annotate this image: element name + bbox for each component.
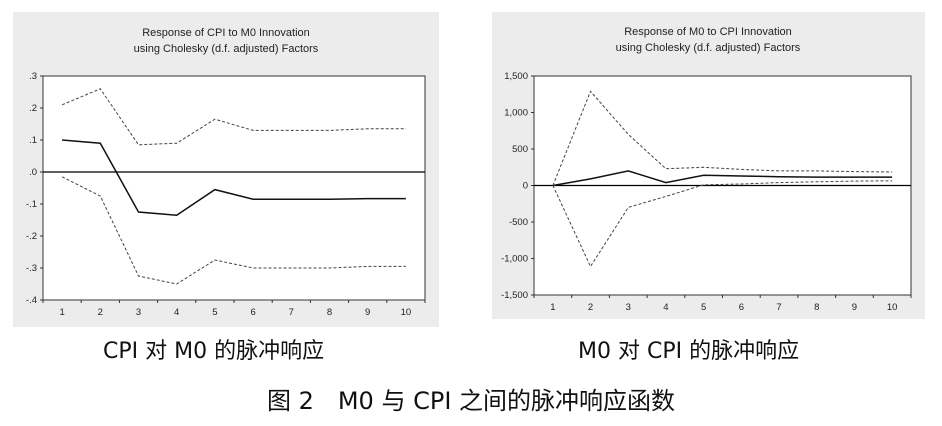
x-tick-label: 2 <box>98 307 103 318</box>
y-tick-label: -1,000 <box>501 254 528 265</box>
chart-subtitle: using Cholesky (d.f. adjusted) Factors <box>616 42 801 54</box>
y-tick-label: -.4 <box>26 295 37 306</box>
x-tick-label: 5 <box>701 302 706 313</box>
confidence-band-line <box>61 88 406 146</box>
x-tick-label: 4 <box>663 302 668 313</box>
x-tick-label: 9 <box>365 307 370 318</box>
x-tick-label: 4 <box>174 307 179 318</box>
y-tick-label: 1,000 <box>504 108 528 119</box>
plot-area <box>42 75 426 301</box>
y-tick-label: -1,500 <box>501 290 528 301</box>
x-tick-label: 10 <box>401 307 412 318</box>
confidence-band-line <box>552 180 893 268</box>
chart-panel-m0-response: Response of M0 to CPI Innovation using C… <box>492 12 925 319</box>
x-tick-label: 6 <box>739 302 744 313</box>
figure-caption: 图 2 M0 与 CPI 之间的脉冲响应函数 <box>266 387 676 415</box>
x-tick-label: 3 <box>136 307 141 318</box>
chart-caption-right: M0 对 CPI 的脉冲响应 <box>578 339 800 364</box>
y-tick-label: -.1 <box>26 199 37 210</box>
y-tick-label: .1 <box>29 135 37 146</box>
chart-panel-cpi-response: Response of CPI to M0 Innovation using C… <box>13 12 439 327</box>
y-tick-label: 1,500 <box>504 71 528 82</box>
x-tick-label: 10 <box>887 302 898 313</box>
chart-title: Response of CPI to M0 Innovation <box>142 27 310 39</box>
x-tick-label: 2 <box>588 302 593 313</box>
x-tick-label: 9 <box>852 302 857 313</box>
y-tick-label: -500 <box>509 217 528 228</box>
chart-title: Response of M0 to CPI Innovation <box>624 26 792 38</box>
chart-cpi-response: Response of CPI to M0 Innovation using C… <box>26 27 426 318</box>
x-tick-label: 3 <box>626 302 631 313</box>
confidence-band-line <box>61 176 406 285</box>
x-tick-label: 8 <box>814 302 819 313</box>
y-tick-label: .3 <box>29 71 37 82</box>
x-tick-label: 7 <box>776 302 781 313</box>
x-tick-label: 7 <box>289 307 294 318</box>
y-tick-label: .2 <box>29 103 37 114</box>
y-tick-label: 500 <box>512 144 528 155</box>
y-tick-label: -.3 <box>26 263 37 274</box>
x-tick-label: 1 <box>550 302 555 313</box>
chart-subtitle: using Cholesky (d.f. adjusted) Factors <box>134 43 319 55</box>
y-tick-label: -.2 <box>26 231 37 242</box>
confidence-band-line <box>552 90 893 186</box>
chart-caption-left: CPI 对 M0 的脉冲响应 <box>103 339 325 364</box>
x-tick-label: 5 <box>212 307 217 318</box>
chart-m0-response: Response of M0 to CPI Innovation using C… <box>501 26 912 313</box>
y-tick-label: 0 <box>523 181 528 192</box>
x-tick-label: 6 <box>250 307 255 318</box>
impulse-response-line <box>552 170 893 187</box>
impulse-response-line <box>62 139 406 216</box>
x-tick-label: 1 <box>59 307 64 318</box>
y-tick-label: .0 <box>29 167 37 178</box>
x-tick-label: 8 <box>327 307 332 318</box>
